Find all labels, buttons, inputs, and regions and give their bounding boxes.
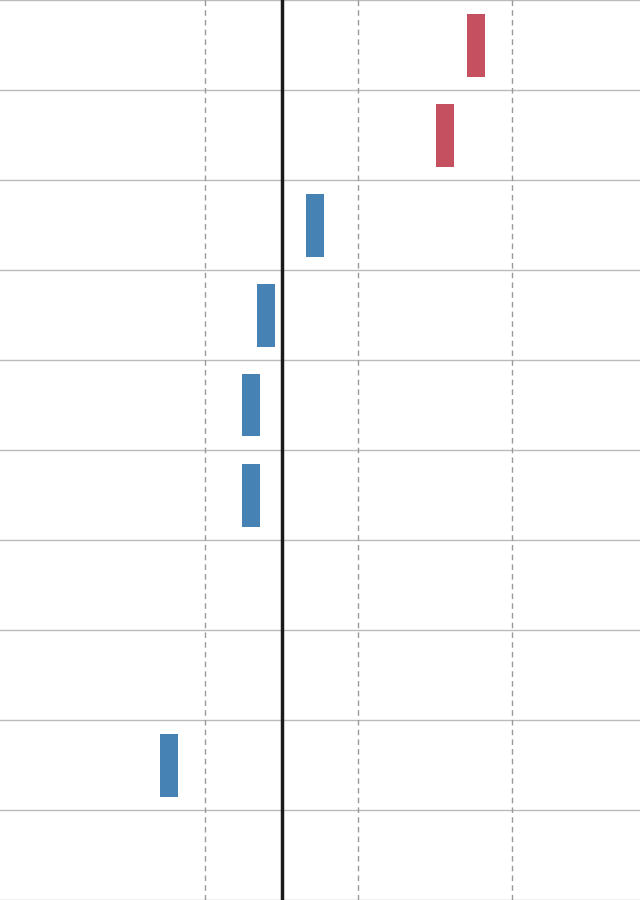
Bar: [242, 374, 260, 436]
Bar: [257, 284, 275, 346]
Bar: [436, 104, 454, 166]
Bar: [306, 194, 324, 256]
Bar: [160, 734, 178, 796]
Bar: [242, 464, 260, 526]
Bar: [467, 14, 485, 76]
